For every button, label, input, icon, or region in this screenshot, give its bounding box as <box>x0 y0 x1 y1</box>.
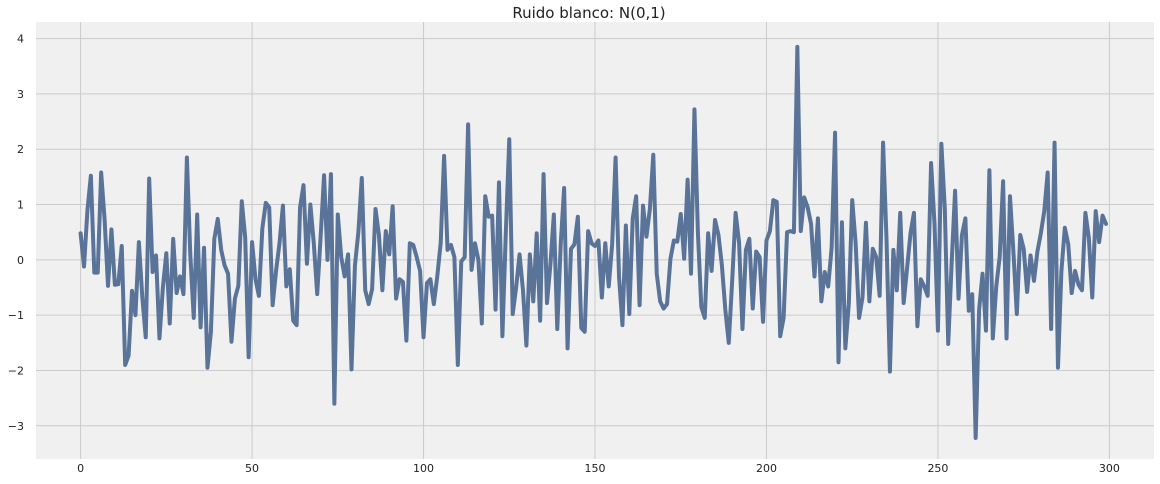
x-tick-label: 0 <box>77 462 84 475</box>
y-tick-label: −3 <box>8 420 24 433</box>
y-axis-ticks: −3 −2 −1 0 1 2 3 4 <box>8 33 24 433</box>
series-layer <box>78 44 1108 440</box>
series-line <box>78 44 1108 440</box>
y-tick-label: 3 <box>17 88 24 101</box>
x-tick-label: 250 <box>927 462 948 475</box>
y-tick-label: 1 <box>17 199 24 212</box>
x-tick-label: 200 <box>756 462 777 475</box>
y-tick-label: −2 <box>8 364 24 377</box>
x-tick-label: 300 <box>1099 462 1120 475</box>
x-axis-ticks: 0 50 100 150 200 250 300 <box>77 462 1120 475</box>
y-tick-label: 4 <box>17 33 24 46</box>
y-tick-label: 0 <box>17 254 24 267</box>
x-tick-label: 50 <box>245 462 259 475</box>
y-tick-label: 2 <box>17 143 24 156</box>
chart-title: Ruido blanco: N(0,1) <box>512 4 665 22</box>
x-tick-label: 100 <box>413 462 434 475</box>
x-tick-label: 150 <box>585 462 606 475</box>
y-tick-label: −1 <box>8 309 24 322</box>
